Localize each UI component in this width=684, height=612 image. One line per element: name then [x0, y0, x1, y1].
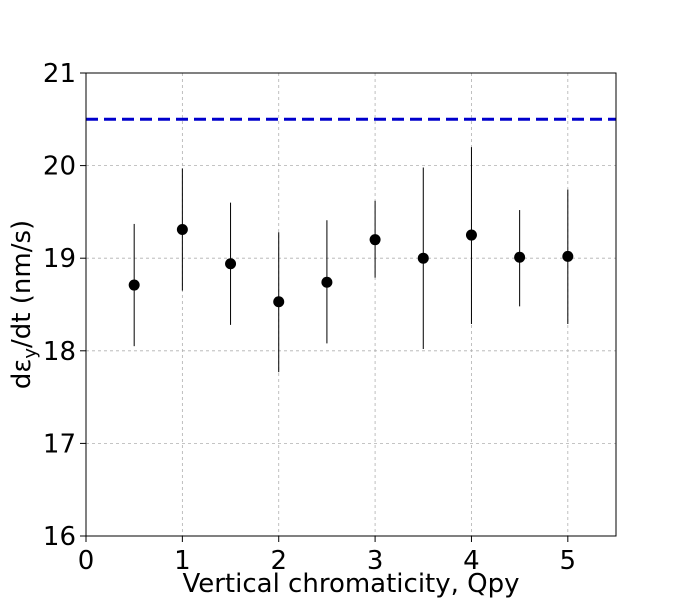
y-tick-label: 17 [43, 429, 76, 459]
data-point [225, 258, 237, 270]
y-axis-label: dεy/dt (nm/s) [7, 220, 41, 389]
y-tick-label: 20 [43, 152, 76, 182]
data-point [321, 276, 333, 288]
data-point [514, 251, 526, 263]
y-axis-label-suffix: /dt (nm/s) [7, 220, 37, 348]
data-point [369, 234, 381, 246]
y-axis-label-sub: y [20, 348, 41, 359]
x-tick-label: 5 [560, 546, 577, 576]
data-point [273, 296, 285, 308]
data-point [465, 229, 477, 241]
grid-layer [85, 72, 616, 537]
x-tick-layer: 0 1 2 3 4 5 [78, 536, 576, 576]
data-point [417, 252, 429, 264]
data-point [176, 223, 188, 235]
x-tick-label: 0 [78, 546, 95, 576]
data-point [128, 279, 140, 291]
data-point [562, 250, 574, 262]
plot-frame [85, 72, 617, 537]
data-point-layer [128, 223, 574, 308]
x-tick-label: 2 [270, 546, 287, 576]
y-tick-label: 18 [43, 337, 76, 367]
y-tick-label: 16 [43, 522, 76, 552]
x-tick-label: 1 [174, 546, 191, 576]
y-tick-label: 21 [43, 59, 76, 89]
errorbar-layer [133, 147, 569, 373]
y-tick-layer: 16 17 18 19 20 21 [43, 59, 86, 552]
x-tick-label: 3 [367, 546, 384, 576]
x-axis-label: Vertical chromaticity, Qpy [182, 569, 519, 599]
y-tick-label: 19 [43, 244, 76, 274]
y-axis-label-prefix: dε [7, 359, 37, 390]
x-tick-label: 4 [463, 546, 480, 576]
